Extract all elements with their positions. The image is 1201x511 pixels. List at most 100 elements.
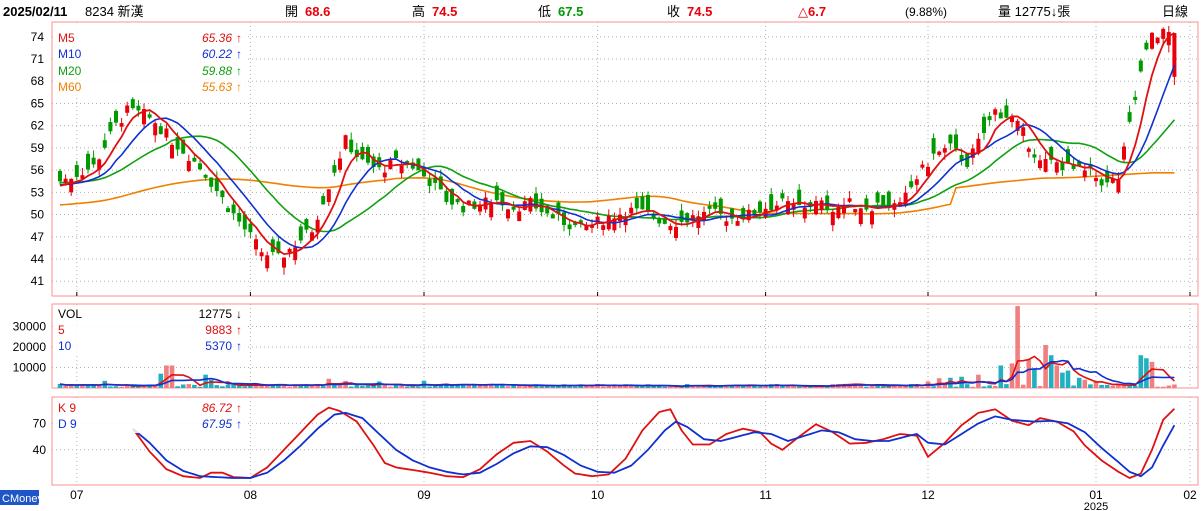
ma60-polyline (59, 172, 1175, 215)
candle (668, 223, 673, 234)
volume-bar (1004, 384, 1009, 388)
candle (881, 194, 886, 208)
candle (1015, 118, 1020, 136)
legend-d-dir: ↑ (236, 417, 242, 431)
volume-bar (264, 384, 270, 388)
volume-bar (63, 385, 68, 388)
volume-bar (399, 384, 404, 388)
volume-bar (998, 365, 1004, 388)
volume-bar (124, 384, 130, 388)
volume-bar (1065, 370, 1071, 388)
candle (707, 201, 712, 217)
header-high-label: 高 (412, 4, 425, 19)
kd-lines (132, 406, 1176, 479)
candle (965, 153, 970, 169)
candle (909, 174, 914, 189)
candle (1155, 37, 1160, 45)
candlesticks (58, 25, 1177, 275)
candle (483, 192, 488, 213)
volume-bar (141, 386, 147, 388)
volume-bar (1082, 379, 1088, 388)
legend-vol5-dir: ↑ (236, 323, 242, 337)
volume-bar (1166, 385, 1172, 388)
volume-bar (253, 384, 259, 388)
volume-bar (690, 385, 696, 388)
candle (993, 107, 998, 122)
candle (298, 223, 303, 244)
candle (147, 111, 152, 120)
volume-bar (740, 386, 746, 388)
price-tick-label: 41 (31, 274, 45, 288)
volume-bar (511, 384, 516, 388)
legend-ma20-value: 59.88 (202, 64, 232, 78)
header-change: △6.7 (798, 4, 826, 19)
candle (478, 201, 482, 216)
volume-bar (522, 386, 528, 388)
volume-bar (634, 385, 640, 388)
candle (769, 188, 774, 211)
volume-bar (494, 384, 500, 388)
legend-ma60-name: M60 (58, 80, 82, 94)
volume-bar (175, 386, 180, 388)
legend-ma60-value: 55.63 (202, 80, 232, 94)
volume-bar (309, 385, 315, 388)
volume-grid: 10000 20000 30000 (13, 320, 1198, 375)
volume-bar (673, 386, 679, 388)
volume-bar (197, 386, 203, 388)
candle (662, 218, 667, 225)
candle (842, 197, 846, 219)
candle (780, 189, 785, 202)
candle (382, 165, 387, 183)
candle (875, 190, 880, 206)
volume-bar (600, 386, 606, 388)
volume-bar (472, 384, 477, 388)
volume-bar (332, 384, 337, 388)
candle (186, 154, 191, 173)
candle (226, 205, 230, 213)
volume-bar (287, 386, 292, 388)
volume-bar (651, 385, 656, 388)
header-open-label: 開 (285, 4, 298, 19)
candle (86, 150, 90, 174)
volume-bar (556, 385, 561, 388)
ma10-polyline (59, 65, 1176, 249)
candle (1144, 40, 1149, 51)
candle (1066, 145, 1070, 164)
volume-bar (119, 386, 124, 388)
volume-bar (427, 386, 432, 388)
x-year-label: 2025 (1084, 501, 1108, 511)
candle (315, 215, 320, 240)
candle (69, 178, 74, 196)
volume-bar (897, 384, 903, 388)
candle (444, 186, 449, 205)
header-open: 68.6 (305, 4, 330, 19)
volume-bar (612, 385, 617, 388)
candle (948, 133, 953, 151)
volume-bar (550, 386, 556, 388)
candle (214, 171, 219, 197)
volume-bar (136, 386, 141, 388)
legend-k-dir: ↑ (236, 401, 242, 415)
volume-bar (886, 386, 892, 388)
candle (982, 113, 986, 140)
volume-bar (953, 386, 959, 388)
candle (864, 194, 869, 212)
volume-bar (707, 386, 712, 388)
volume-bar (813, 386, 819, 388)
volume-bar (444, 383, 449, 388)
candle (1060, 157, 1065, 177)
legend-ma20-name: M20 (58, 64, 82, 78)
candle (640, 192, 645, 210)
volume-legend-box (54, 306, 247, 356)
volume-ma10-polyline (59, 359, 1175, 387)
d-line (132, 411, 1176, 479)
kd-panel-frame (51, 396, 1199, 486)
candle (595, 211, 600, 229)
candle (80, 167, 85, 180)
volume-bar (808, 386, 813, 388)
volume-bar (1132, 385, 1138, 388)
cmoney-logo: CMoney (2, 493, 43, 505)
volume-bar (169, 365, 175, 388)
candle (455, 198, 460, 205)
